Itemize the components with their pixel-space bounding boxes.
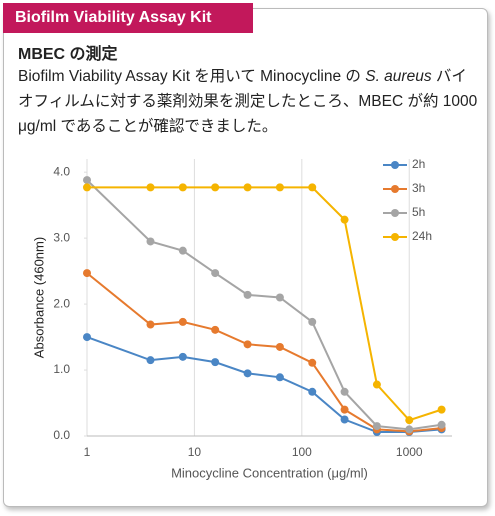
data-point [178, 246, 187, 255]
legend-label: 2h [412, 157, 425, 171]
data-point [340, 405, 349, 414]
legend-marker [391, 161, 399, 169]
x-tick-label: 1 [84, 445, 91, 459]
data-point [308, 358, 317, 367]
y-tick-label: 4.0 [53, 164, 70, 178]
legend-marker [391, 209, 399, 217]
legend-label: 5h [412, 205, 425, 219]
x-tick-label: 10 [188, 445, 202, 459]
series-line [86, 179, 442, 431]
data-point [211, 269, 220, 278]
data-point [243, 183, 252, 192]
data-point [405, 425, 414, 434]
data-point [275, 183, 284, 192]
y-tick-label: 3.0 [53, 230, 70, 244]
data-point [83, 269, 91, 278]
data-point [372, 380, 381, 389]
data-point [340, 215, 349, 224]
data-point [178, 183, 187, 192]
body-text: バイオフィルムに対する薬剤効果を測定したところ、MBEC が約 1000 μg/… [18, 68, 478, 135]
y-axis-title: Absorbance (460nm) [31, 237, 46, 358]
data-point [437, 405, 446, 414]
data-point [308, 387, 317, 396]
y-tick-label: 2.0 [53, 296, 70, 310]
x-axis-title: Minocycline Concentration (μg/ml) [171, 465, 368, 480]
header-tag: Biofilm Viability Assay Kit [3, 3, 253, 33]
data-point [405, 416, 414, 425]
data-point [146, 320, 155, 329]
card [3, 8, 488, 507]
legend-marker [391, 233, 399, 241]
body-italic: S. aureus [365, 68, 432, 85]
data-point [275, 373, 284, 382]
data-point [211, 325, 220, 334]
data-point [372, 422, 381, 431]
data-point [340, 415, 349, 424]
data-point [178, 317, 187, 326]
data-point [211, 358, 220, 367]
x-tick-label: 100 [292, 445, 312, 459]
data-point [437, 420, 446, 429]
data-point [178, 352, 187, 361]
data-point [211, 183, 220, 192]
data-point [83, 183, 91, 192]
data-point [243, 290, 252, 299]
legend-marker [391, 185, 399, 193]
data-point [146, 183, 155, 192]
series-line [87, 186, 442, 422]
section-title: MBEC の測定 [18, 46, 118, 63]
y-tick-label: 1.0 [53, 362, 70, 376]
data-point [340, 387, 349, 396]
data-point [243, 369, 252, 378]
data-point [243, 340, 252, 349]
data-point [83, 176, 91, 185]
section-body: Biofilm Viability Assay Kit を用いて Minocyc… [18, 64, 478, 139]
data-point [146, 356, 155, 365]
y-tick-label: 0.0 [53, 428, 70, 442]
body-text: Biofilm Viability Assay Kit を用いて Minocyc… [18, 68, 366, 85]
data-point [146, 237, 155, 246]
data-point [308, 183, 317, 192]
legend-label: 24h [412, 229, 432, 243]
series-line [86, 336, 442, 434]
legend-label: 3h [412, 181, 425, 195]
data-point [308, 317, 317, 326]
data-point [83, 333, 91, 342]
data-point [275, 293, 284, 302]
data-point [275, 342, 284, 351]
x-tick-label: 1000 [396, 445, 423, 459]
